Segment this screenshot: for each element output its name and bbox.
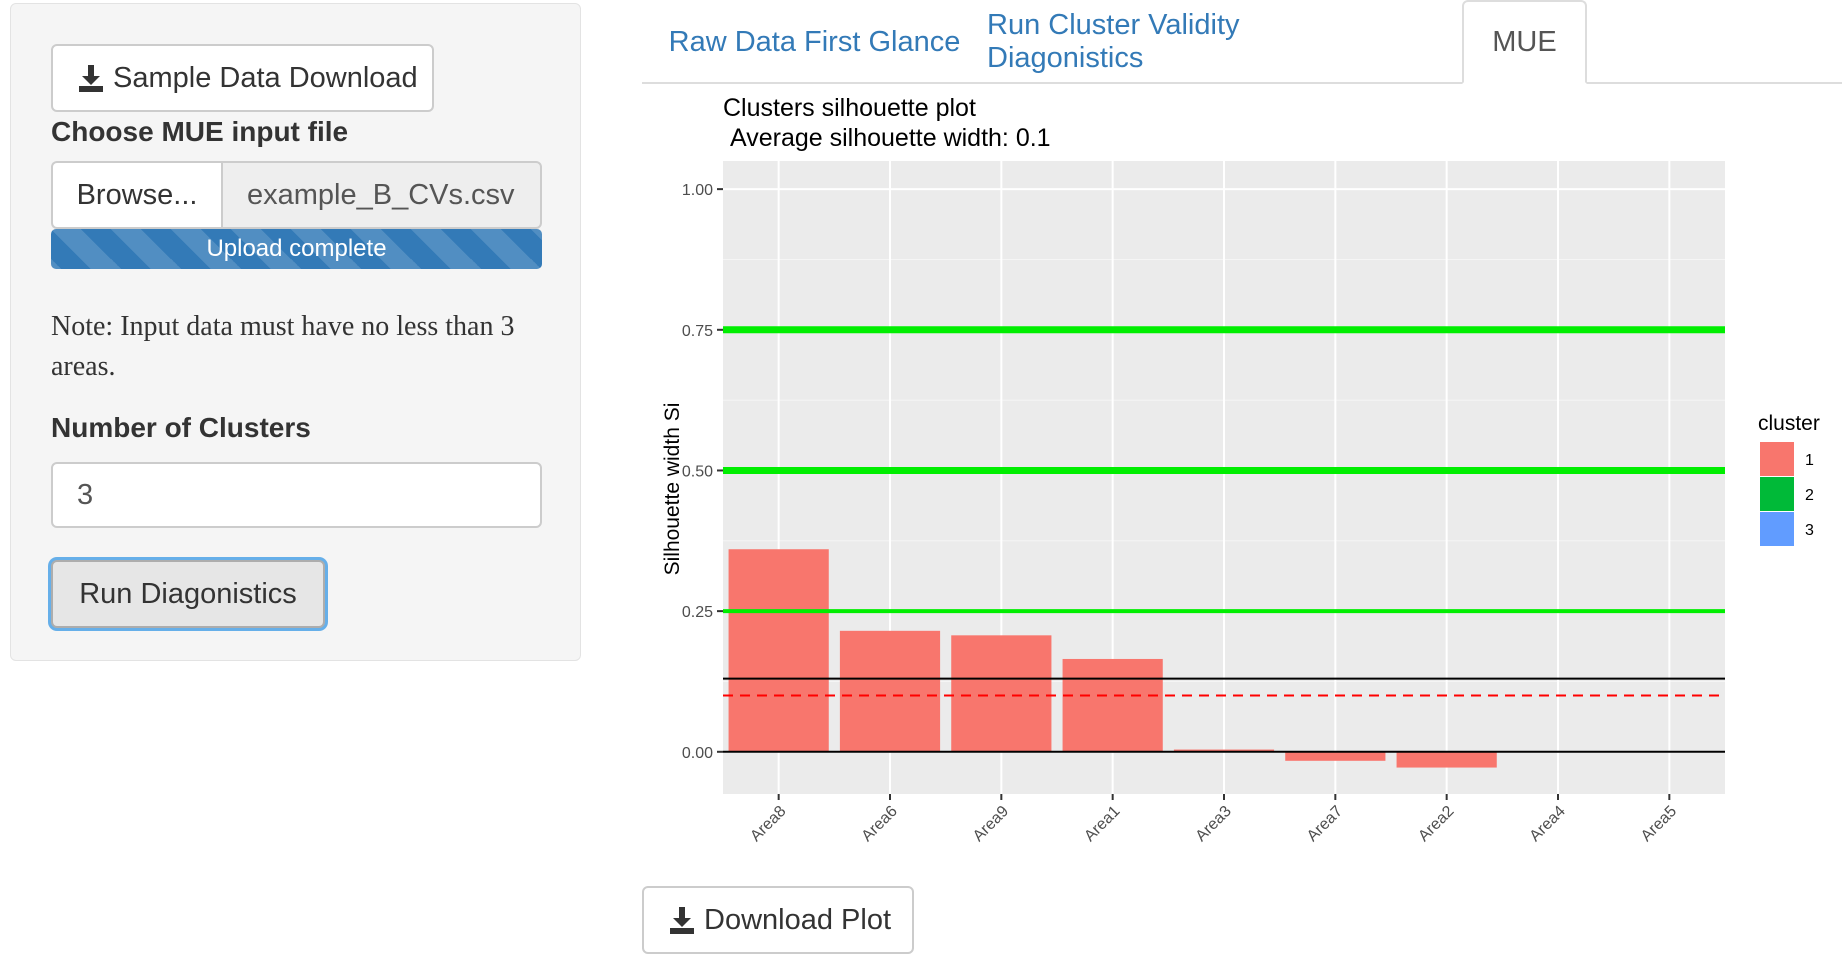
x-axis: Area8 Area6 Area9 Area1 Area3 Area7 Area2 Area4…: [747, 794, 1680, 845]
sample-data-download-button[interactable]: Sample Data Download: [51, 44, 434, 112]
tab-mue-label: MUE: [1492, 25, 1557, 58]
y-axis: 0.00 0.25 0.50 0.75 1.00: [682, 182, 723, 762]
legend-title: cluster: [1758, 412, 1820, 435]
clusters-number-input[interactable]: [51, 462, 542, 528]
run-diagnostics-label: Run Diagonistics: [79, 577, 297, 610]
legend-label: 3: [1805, 522, 1814, 539]
x-tick-label: Area6: [859, 803, 901, 845]
silhouette-plot: Clusters silhouette plot Average silhoue…: [661, 94, 1820, 845]
choose-file-label: Choose MUE input file: [51, 116, 349, 147]
legend-key-3: [1760, 512, 1794, 546]
x-tick-label: Area3: [1193, 803, 1235, 845]
x-tick-label: Area7: [1304, 803, 1346, 845]
tab-mue[interactable]: MUE: [1462, 0, 1587, 84]
x-tick-label: Area1: [1081, 803, 1123, 845]
download-icon: [670, 907, 694, 934]
file-name-field[interactable]: example_B_CVs.csv: [221, 161, 542, 229]
reference-lines: [723, 326, 1725, 753]
x-tick-label: Area4: [1527, 803, 1569, 845]
bar-area7: [1285, 751, 1386, 761]
tab-raw-data[interactable]: Raw Data First Glance: [642, 0, 987, 84]
download-icon: [79, 65, 103, 92]
upload-progress-bar: Upload complete: [51, 229, 542, 269]
x-tick-label: Area8: [747, 803, 789, 845]
bar-area6: [839, 630, 941, 752]
x-tick-label: Area2: [1415, 803, 1457, 845]
y-axis-label: Silhouette width Si: [661, 403, 684, 576]
run-diagnostics-button[interactable]: Run Diagonistics: [51, 560, 325, 628]
file-input-group: Browse... example_B_CVs.csv: [51, 161, 542, 229]
browse-button[interactable]: Browse...: [51, 161, 221, 229]
bars-group: [728, 549, 1497, 768]
legend-label: 2: [1805, 487, 1814, 504]
y-tick-label: 0.75: [682, 323, 713, 340]
tab-bar: Raw Data First Glance Run Cluster Validi…: [642, 0, 1842, 84]
chart-subtitle: Average silhouette width: 0.1: [730, 124, 1051, 152]
legend-key-1: [1760, 442, 1794, 476]
y-tick-label: 1.00: [682, 182, 713, 199]
download-plot-button[interactable]: Download Plot: [642, 886, 914, 954]
sample-data-download-label: Sample Data Download: [113, 61, 418, 94]
legend: cluster 1 2 3: [1758, 412, 1820, 546]
bar-area3: [1173, 749, 1275, 752]
y-tick-label: 0.50: [682, 463, 713, 480]
bar-area2: [1396, 751, 1497, 768]
upload-status-text: Upload complete: [206, 235, 387, 262]
x-tick-label: Area9: [970, 803, 1012, 845]
tab-cluster-validity[interactable]: Run Cluster Validity Diagonistics: [987, 0, 1391, 84]
clusters-label: Number of Clusters: [51, 412, 311, 443]
legend-label: 1: [1805, 452, 1814, 469]
bar-area8: [728, 549, 829, 752]
bar-area1: [1062, 658, 1163, 752]
download-plot-label: Download Plot: [704, 903, 891, 936]
bar-area9: [951, 635, 1052, 752]
legend-key-2: [1760, 477, 1794, 511]
y-tick-label: 0.25: [682, 604, 713, 621]
tab-raw-data-label: Raw Data First Glance: [668, 25, 961, 58]
sidebar-panel: Sample Data Download Choose MUE input fi…: [10, 3, 581, 661]
y-tick-label: 0.00: [682, 745, 713, 762]
input-note: Note: Input data must have no less than …: [51, 311, 515, 382]
tab-cluster-validity-label: Run Cluster Validity Diagonistics: [987, 9, 1240, 74]
x-tick-label: Area5: [1638, 803, 1680, 845]
chart-title: Clusters silhouette plot: [723, 94, 976, 122]
